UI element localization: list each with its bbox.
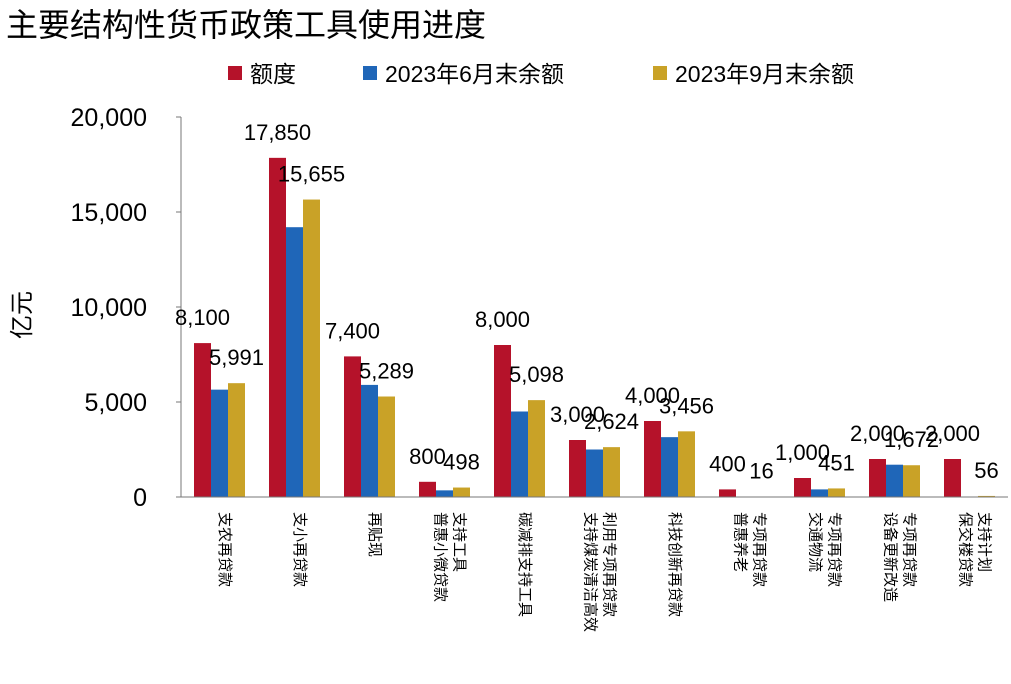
y-axis-label: 亿元: [8, 291, 36, 339]
bar-0-0: [194, 343, 211, 497]
data-label-2-2: 5,289: [359, 359, 414, 384]
data-label-2-3: 498: [443, 450, 480, 475]
bar-0-3: [419, 481, 436, 497]
data-label-0-4: 8,000: [475, 307, 530, 332]
bar-2-1: [303, 199, 320, 497]
category-label-5: 支持煤炭清洁高效: [582, 512, 600, 632]
y-axis: 0 5,000 10,000 15,000 20,000: [71, 104, 182, 512]
bar-1-9: [886, 464, 903, 497]
data-label-0-10: 2,000: [925, 421, 980, 446]
y-tick-label: 5,000: [84, 389, 147, 417]
category-label-4: 碳减排支持工具: [516, 512, 534, 617]
category-labels: 支农再贷款 支小再贷款 再贴现 普惠小微贷款 支持工具 碳减排支持工具 支持煤炭清洁高效 利用…: [216, 512, 994, 632]
legend-swatch-2: [653, 66, 667, 80]
bar-1-6: [661, 437, 678, 497]
data-label-2-6: 3,456: [659, 393, 714, 418]
data-label-2-1: 15,655: [278, 162, 345, 187]
bar-0-8: [794, 478, 811, 497]
legend-swatch-1: [363, 66, 377, 80]
bar-1-3: [436, 490, 453, 497]
data-label-0-8: 1,000: [775, 440, 830, 465]
data-label-2-0: 5,991: [209, 345, 264, 370]
bar-1-5: [586, 449, 603, 497]
legend-label-0: 额度: [250, 61, 296, 87]
category-label-10: 支持计划: [976, 512, 994, 572]
bar-2-10: [978, 495, 995, 497]
bar-0-5: [569, 440, 586, 497]
data-label-2-7: 16: [749, 459, 773, 484]
bar-2-0: [228, 383, 245, 497]
bar-1-4: [511, 411, 528, 497]
y-tick-label: 10,000: [71, 294, 147, 322]
data-label-2-10: 56: [974, 458, 998, 483]
bar-2-3: [453, 487, 470, 497]
category-label-7: 普惠养老: [732, 512, 750, 572]
data-label-0-0: 8,100: [175, 305, 230, 330]
data-label-2-8: 451: [818, 450, 855, 475]
bar-1-8: [811, 489, 828, 497]
category-label-2: 再贴现: [366, 512, 384, 557]
legend-label-2: 2023年9月末余额: [675, 61, 854, 87]
bar-0-7: [719, 489, 736, 497]
category-label-1: 支小再贷款: [291, 512, 309, 587]
data-label-0-2: 7,400: [325, 318, 380, 343]
bar-0-1: [269, 157, 286, 497]
data-label-0-9: 2,000: [850, 421, 905, 446]
category-label-9: 设备更新改造: [882, 512, 900, 602]
bar-2-2: [378, 396, 395, 497]
data-label-0-6: 4,000: [625, 383, 680, 408]
data-label-0-3: 800: [409, 444, 446, 469]
bar-0-2: [344, 356, 361, 497]
category-label-3: 普惠小微贷款: [432, 512, 450, 602]
bar-1-0: [211, 389, 228, 497]
bar-2-4: [528, 400, 545, 497]
bar-2-5: [603, 447, 620, 497]
bar-2-9: [903, 465, 920, 497]
bar-1-1: [286, 227, 303, 497]
legend: 额度 2023年6月末余额 2023年9月末余额: [228, 61, 854, 87]
bar-0-9: [869, 459, 886, 497]
legend-swatch-0: [228, 66, 242, 80]
data-label-2-5: 2,624: [584, 409, 639, 434]
chart-title: 主要结构性货币政策工具使用进度: [6, 6, 486, 44]
category-label-8: 专项再贷款: [826, 512, 844, 587]
category-label-7: 专项再贷款: [751, 512, 769, 587]
data-label-2-9: 1,672: [884, 427, 939, 452]
data-label-0-1: 17,850: [244, 120, 311, 145]
category-label-8: 交通物流: [807, 512, 825, 572]
category-label-5: 利用专项再贷款: [601, 512, 619, 617]
category-label-3: 支持工具: [451, 512, 469, 572]
bar-0-4: [494, 345, 511, 497]
y-tick-label: 20,000: [71, 104, 147, 132]
category-label-9: 专项再贷款: [901, 512, 919, 587]
bar-0-6: [644, 421, 661, 497]
bars: [181, 157, 1008, 498]
legend-label-1: 2023年6月末余额: [385, 61, 564, 87]
data-label-0-5: 3,000: [550, 402, 605, 427]
data-label-2-4: 5,098: [509, 362, 564, 387]
data-label-0-7: 400: [709, 451, 746, 476]
bar-2-8: [828, 488, 845, 497]
bar-2-6: [678, 431, 695, 497]
y-tick-label: 15,000: [71, 199, 147, 227]
category-label-10: 保交楼贷款: [957, 512, 975, 587]
category-label-6: 科技创新再贷款: [666, 512, 684, 617]
y-tick-label: 0: [133, 484, 147, 512]
bar-1-2: [361, 384, 378, 497]
bar-0-10: [944, 459, 961, 497]
category-label-0: 支农再贷款: [216, 512, 234, 587]
